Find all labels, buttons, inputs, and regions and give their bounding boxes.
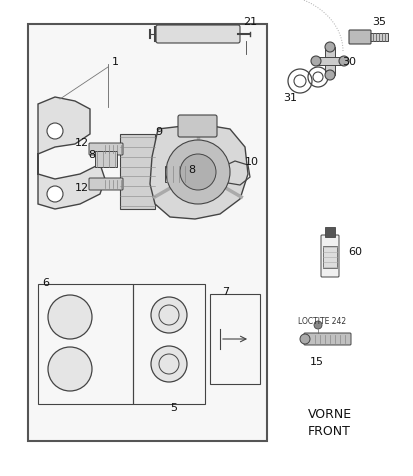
Circle shape <box>47 124 63 140</box>
Circle shape <box>310 57 320 67</box>
Circle shape <box>324 43 334 53</box>
Text: 8: 8 <box>88 149 95 159</box>
Text: 31: 31 <box>282 93 296 103</box>
FancyBboxPatch shape <box>178 116 216 138</box>
Text: 6: 6 <box>42 278 49 288</box>
Bar <box>322 247 336 268</box>
Text: FRONT: FRONT <box>307 425 350 437</box>
Text: 5: 5 <box>170 402 177 412</box>
Text: LOCTITE 242: LOCTITE 242 <box>297 317 345 326</box>
Bar <box>324 48 334 76</box>
Bar <box>38 284 133 404</box>
Text: 9: 9 <box>154 127 162 137</box>
Text: 10: 10 <box>244 157 259 167</box>
Circle shape <box>313 321 321 329</box>
FancyBboxPatch shape <box>89 144 123 156</box>
Bar <box>324 228 334 238</box>
Bar <box>165 167 187 183</box>
Circle shape <box>48 296 92 339</box>
Text: VORNE: VORNE <box>307 407 351 421</box>
Text: 12: 12 <box>75 183 89 193</box>
FancyBboxPatch shape <box>156 26 240 44</box>
Circle shape <box>166 141 230 205</box>
Bar <box>369 34 387 42</box>
Bar <box>95 152 117 168</box>
Bar <box>209 294 259 384</box>
Circle shape <box>151 298 187 333</box>
Bar <box>315 58 343 66</box>
Circle shape <box>299 334 309 344</box>
FancyBboxPatch shape <box>348 31 370 45</box>
FancyBboxPatch shape <box>320 236 338 278</box>
Text: 21: 21 <box>242 17 256 27</box>
Circle shape <box>48 347 92 391</box>
Text: 12: 12 <box>75 138 89 148</box>
Text: 7: 7 <box>221 287 228 297</box>
Circle shape <box>180 155 216 190</box>
Text: 60: 60 <box>347 247 361 257</box>
Polygon shape <box>150 125 247 219</box>
Circle shape <box>324 71 334 81</box>
FancyBboxPatch shape <box>303 333 350 345</box>
Polygon shape <box>28 25 266 441</box>
Text: 1: 1 <box>112 57 119 67</box>
Polygon shape <box>120 135 154 209</box>
Text: 8: 8 <box>188 165 195 175</box>
Circle shape <box>151 346 187 382</box>
Text: 30: 30 <box>341 57 355 67</box>
Text: 35: 35 <box>371 17 385 27</box>
Bar <box>133 284 204 404</box>
Text: 15: 15 <box>309 356 323 366</box>
Circle shape <box>47 187 63 203</box>
FancyBboxPatch shape <box>89 178 123 190</box>
Circle shape <box>338 57 348 67</box>
Polygon shape <box>38 98 105 209</box>
